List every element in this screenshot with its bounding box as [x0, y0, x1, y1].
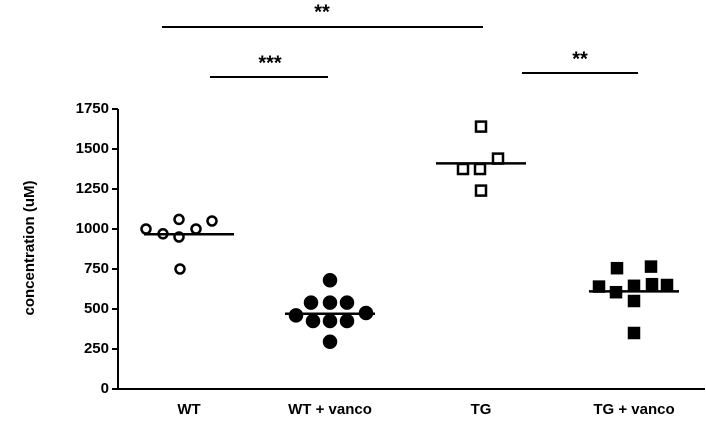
significance-label: **: [572, 48, 588, 70]
data-point: [339, 295, 355, 310]
data-point: [288, 308, 304, 323]
x-tick-label: WT: [177, 401, 200, 418]
y-tick-label: 500: [84, 300, 109, 317]
data-point: [474, 120, 488, 133]
x-tick-label: TG + vanco: [593, 401, 674, 418]
significance-label: **: [314, 1, 330, 23]
data-point: [645, 277, 659, 291]
data-point: [473, 162, 487, 176]
significance-label: ***: [258, 52, 282, 74]
data-point: [303, 295, 319, 310]
data-point: [660, 278, 674, 292]
data-point: [174, 263, 186, 275]
y-axis-label: concentration (uM): [21, 181, 38, 316]
data-point: [322, 313, 338, 329]
data-point: [206, 215, 218, 227]
y-tick-label: 1250: [76, 180, 109, 197]
data-point: [322, 295, 338, 310]
y-tick-label: 750: [84, 260, 109, 277]
y-tick-label: 1000: [76, 220, 109, 237]
data-point: [627, 294, 641, 308]
data-point: [190, 223, 202, 235]
data-point: [610, 261, 624, 275]
y-tick-label: 1500: [76, 140, 109, 157]
data-point: [322, 272, 338, 288]
y-tick-label: 250: [84, 340, 109, 357]
data-point: [456, 162, 470, 176]
data-point: [644, 260, 658, 273]
data-point: [491, 152, 505, 165]
data-point: [322, 334, 338, 350]
x-tick-label: TG: [471, 401, 492, 418]
data-point: [627, 326, 641, 340]
data-point: [339, 313, 355, 329]
data-point: [627, 279, 641, 293]
data-point: [173, 213, 185, 226]
x-tick-label: WT + vanco: [288, 401, 372, 418]
data-point: [140, 223, 152, 235]
data-point: [592, 280, 606, 293]
data-point: [474, 184, 488, 197]
y-tick-label: 0: [101, 380, 109, 397]
data-point: [305, 313, 321, 329]
y-tick-label: 1750: [76, 100, 109, 117]
